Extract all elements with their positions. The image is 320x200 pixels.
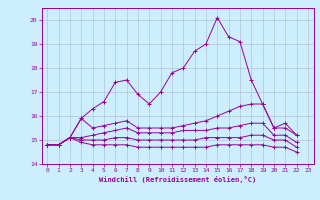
X-axis label: Windchill (Refroidissement éolien,°C): Windchill (Refroidissement éolien,°C) (99, 176, 256, 183)
